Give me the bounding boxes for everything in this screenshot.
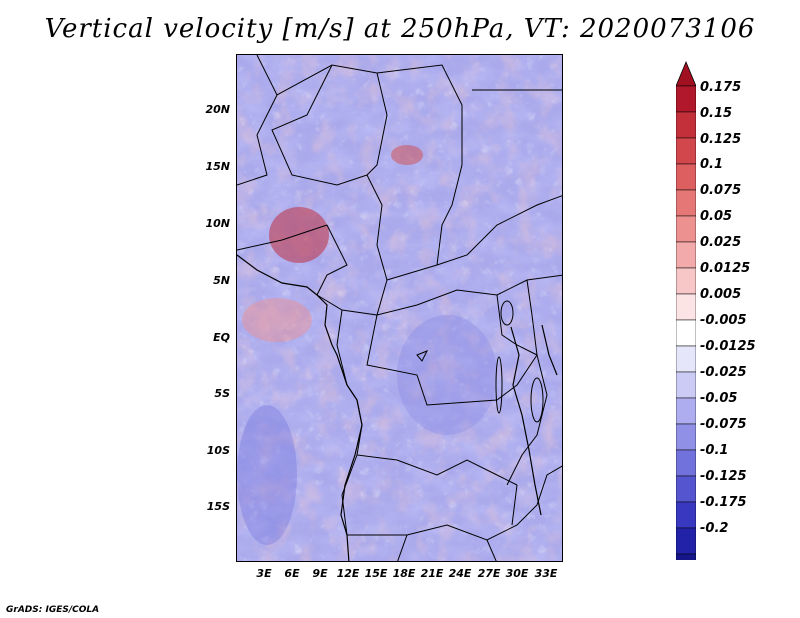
y-tick-label: 10N	[205, 217, 230, 230]
colorbar-segment	[676, 397, 696, 425]
lakes	[416, 300, 544, 423]
y-tick-label: 15N	[205, 160, 230, 173]
colorbar-label: -0.05	[700, 391, 738, 406]
colorbar-label: -0.005	[700, 313, 747, 328]
x-tick-label: 3E	[256, 567, 272, 580]
map-panel	[236, 54, 563, 562]
colorbar-segment	[676, 293, 696, 321]
x-tick-label: 33E	[534, 567, 558, 580]
y-tick-label: 20N	[205, 103, 230, 116]
downward-band-west	[237, 405, 297, 545]
colorbar	[676, 60, 696, 560]
colorbar-label: 0.075	[700, 183, 742, 198]
plot-title: Vertical velocity [m/s] at 250hPa, VT: 2…	[44, 14, 756, 44]
upward-core-north	[391, 145, 423, 165]
colorbar-label: 0.1	[700, 157, 724, 172]
y-tick-label: 10S	[206, 444, 230, 457]
colorbar-segment	[676, 215, 696, 243]
colorbar-label: 0.125	[700, 132, 742, 147]
colorbar-segment	[676, 267, 696, 295]
x-tick-label: 6E	[284, 567, 300, 580]
colorbar-segment	[676, 527, 696, 555]
colorbar-label: -0.1	[700, 443, 729, 458]
colorbar-top-arrow	[676, 60, 696, 87]
colorbar-segment	[676, 553, 696, 560]
x-tick-label: 27E	[477, 567, 501, 580]
colorbar-label: 0.005	[700, 287, 742, 302]
colorbar-label: -0.025	[700, 365, 747, 380]
y-tick-label: EQ	[213, 331, 230, 344]
colorbar-label: 0.15	[700, 106, 733, 121]
colorbar-label: -0.075	[700, 417, 747, 432]
colorbar-segment	[676, 241, 696, 269]
colorbar-label: -0.125	[700, 469, 747, 484]
colorbar-segment	[676, 371, 696, 399]
colorbar-label: 0.0125	[700, 261, 751, 276]
y-tick-label: 5N	[213, 274, 230, 287]
upward-core-west	[269, 207, 329, 263]
colorbar-segment	[676, 85, 696, 113]
colorbar-label: -0.175	[700, 495, 747, 510]
field-light-speckle	[237, 55, 562, 561]
colorbar-segment	[676, 475, 696, 503]
colorbar-segment	[676, 449, 696, 477]
colorbar-label: -0.2	[700, 521, 729, 536]
colorbar-segment	[676, 423, 696, 451]
x-tick-label: 21E	[420, 567, 444, 580]
y-tick-label: 5S	[214, 387, 230, 400]
colorbar-segment	[676, 137, 696, 165]
x-tick-label: 9E	[312, 567, 328, 580]
x-tick-label: 12E	[336, 567, 360, 580]
colorbar-label: 0.05	[700, 209, 733, 224]
colorbar-label: 0.025	[700, 235, 742, 250]
x-tick-label: 18E	[392, 567, 416, 580]
downward-band-center	[397, 315, 497, 435]
colorbar-segment	[676, 319, 696, 347]
x-tick-label: 15E	[364, 567, 388, 580]
colorbar-segment	[676, 345, 696, 373]
colorbar-segment	[676, 163, 696, 191]
colorbar-label: 0.175	[700, 80, 742, 95]
y-tick-label: 15S	[206, 500, 230, 513]
colorbar-segment	[676, 111, 696, 139]
colorbar-segment	[676, 501, 696, 529]
coastline	[237, 254, 558, 561]
x-tick-label: 24E	[448, 567, 472, 580]
x-tick-label: 30E	[505, 567, 529, 580]
colorbar-label: -0.0125	[700, 339, 756, 354]
upward-core-gulf	[242, 298, 312, 342]
credit-text: GrADS: IGES/COLA	[6, 605, 100, 615]
colorbar-segment	[676, 189, 696, 217]
